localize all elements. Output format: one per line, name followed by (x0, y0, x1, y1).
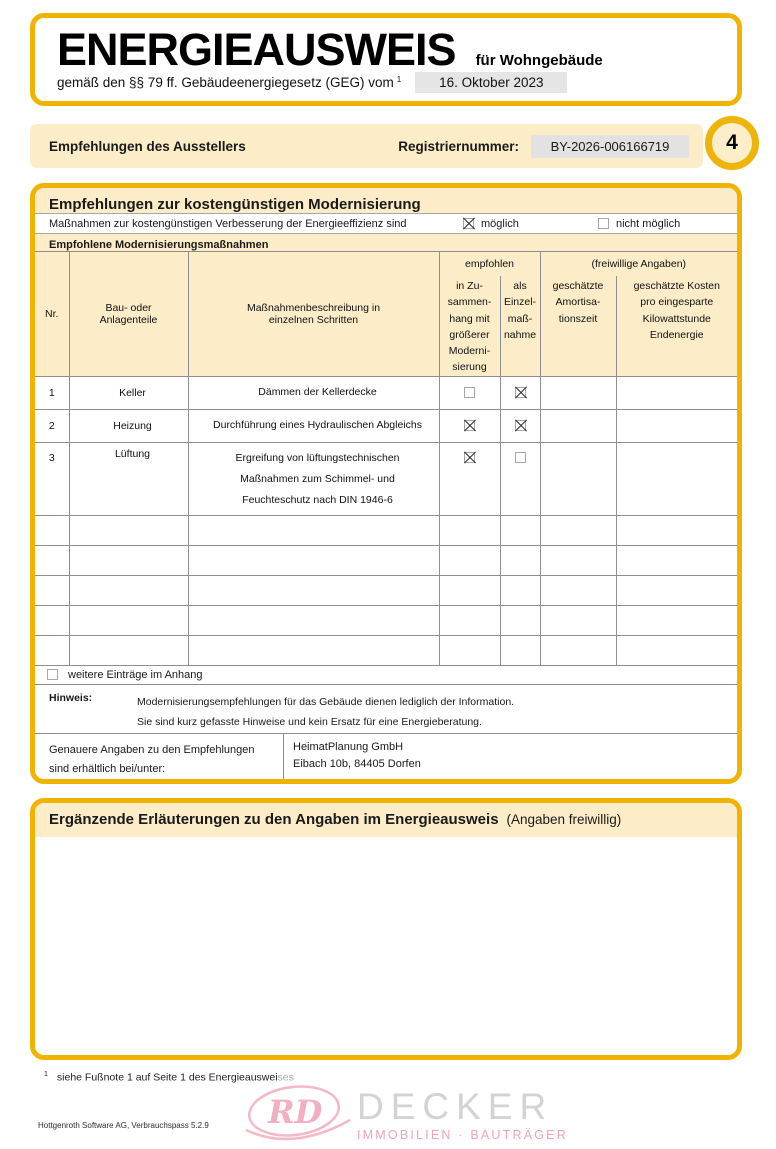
row2-amortisation-cell (539, 408, 617, 443)
col-header-nr: Nr. (35, 251, 70, 377)
row2-cost-cell (615, 408, 737, 443)
table-empty-row (35, 514, 737, 546)
row3-single-measure-checkbox-icon (514, 452, 526, 464)
notes-title-suffix: (Angaben freiwillig) (506, 812, 622, 827)
option-not-possible: nicht möglich (598, 218, 680, 230)
more-entries-row: weitere Einträge im Anhang (35, 665, 737, 684)
document-subtitle: für Wohngebäude (475, 52, 603, 69)
measures-subheader: Empfohlene Modernisierungsmaßnahmen (35, 232, 737, 252)
details-source-value: HeimatPlanung GmbH Eibach 10b, 84405 Dor… (283, 733, 737, 779)
col-header-with-modernisation: in Zu- sammen- hang mit größerer Moderni… (439, 275, 501, 377)
not-possible-label: nicht möglich (616, 217, 681, 230)
registry-number-label: Registriernummer: (398, 138, 519, 154)
row3-description: Ergreifung von lüftungstechnischen Maßna… (187, 441, 440, 516)
more-entries-label: weitere Einträge im Anhang (68, 668, 203, 681)
row1-cost-cell (615, 375, 737, 410)
footnote-ref-marker: 1 (396, 75, 402, 84)
page-footnote: 1 siehe Fußnote 1 auf Seite 1 des Energie… (44, 1071, 294, 1084)
details-source-label: Genauere Angaben zu den Empfehlungen sin… (35, 734, 283, 780)
row1-nr: 1 (35, 375, 70, 410)
hint-line-2: Sie sind kurz gefasste Hinweise und kein… (137, 716, 482, 729)
page-footnote-text-faded: ses (277, 1071, 294, 1084)
row3-cost-cell (615, 441, 737, 516)
table-empty-row (35, 634, 737, 666)
option-possible: möglich (463, 218, 519, 230)
recommendations-box: Empfehlungen zur kostengünstigen Moderni… (30, 183, 742, 784)
possible-statement-row: Maßnahmen zur kostengünstigen Verbesseru… (35, 214, 737, 233)
row2-nr: 2 (35, 408, 70, 443)
table-empty-row (35, 544, 737, 576)
row1-single-measure-cell (499, 375, 541, 410)
col-header-single-measure: als Einzel- maß- nahme (499, 275, 541, 377)
row1-component: Keller (68, 375, 189, 410)
details-source-row: Genauere Angaben zu den Empfehlungen sin… (35, 732, 737, 780)
group-header-empfohlen: empfohlen (438, 251, 541, 276)
company-logo: RD DECKER IMMOBILIEN · BAUTRÄGER (243, 1080, 568, 1149)
software-credit: Hottgenroth Software AG, Verbrauchspass … (38, 1121, 209, 1130)
recommendations-title: Empfehlungen zur kostengünstigen Moderni… (35, 188, 737, 215)
geg-date-value: 16. Oktober 2023 (415, 72, 568, 93)
table-row-1: 1 Keller Dämmen der Kellerdecke (35, 375, 737, 410)
hint-line-1: Modernisierungsempfehlungen für das Gebä… (137, 695, 515, 708)
logo-tagline: IMMOBILIEN · BAUTRÄGER (357, 1127, 568, 1142)
issuer-company: HeimatPlanung GmbH (293, 740, 404, 753)
group-header-voluntary: (freiwillige Angaben) (539, 251, 737, 276)
possible-checkbox-icon (463, 218, 474, 230)
row2-description: Durchführung eines Hydraulischen Abgleic… (187, 408, 440, 443)
col-header-component: Bau- oder Anlagenteile (68, 251, 189, 377)
row1-amortisation-cell (539, 375, 617, 410)
col-header-description: Maßnahmenbeschreibung in einzelnen Schri… (187, 251, 440, 377)
section-label: Empfehlungen des Ausstellers (49, 138, 246, 154)
page-footnote-text: siehe Fußnote 1 auf Seite 1 des Energiea… (56, 1071, 278, 1084)
document-title: ENERGIEAUSWEIS (57, 24, 457, 75)
row1-with-modernisation-checkbox-icon (464, 387, 475, 399)
col-header-cost: geschätzte Kosten pro eingesparte Kilowa… (615, 275, 737, 377)
possible-label: möglich (481, 217, 519, 230)
row2-with-modernisation-checkbox-icon (464, 420, 475, 432)
row1-single-measure-checkbox-icon (514, 387, 526, 399)
row2-single-measure-cell (499, 408, 541, 443)
table-empty-row (35, 604, 737, 636)
not-possible-checkbox-icon (598, 218, 609, 230)
notes-title-text: Ergänzende Erläuterungen zu den Angaben … (49, 811, 499, 828)
page-footnote-marker: 1 (44, 1071, 48, 1078)
hint-row: Hinweis: Modernisierungsempfehlungen für… (35, 683, 737, 733)
row1-with-modernisation-cell (438, 375, 501, 410)
hint-label: Hinweis: (49, 691, 93, 704)
details-source-label-line-1: Genauere Angaben zu den Empfehlungen (49, 743, 255, 756)
hint-text: Modernisierungsempfehlungen für das Gebä… (111, 692, 514, 733)
row3-component: Lüftung (68, 441, 189, 516)
issuer-address: Eibach 10b, 84405 Dorfen (293, 758, 421, 771)
table-empty-row (35, 574, 737, 606)
rd-monogram-text: RD (267, 1093, 323, 1131)
law-reference-text: gemäß den §§ 79 ff. Gebäudeenergiegesetz… (57, 75, 394, 90)
row3-single-measure-cell (499, 441, 541, 516)
row3-amortisation-cell (539, 441, 617, 516)
measures-table: Nr. Bau- oder Anlagenteile Maßnahmenbesc… (35, 251, 737, 666)
document-header-frame: ENERGIEAUSWEIS für Wohngebäude gemäß den… (30, 13, 742, 106)
logo-company-name: DECKER (357, 1085, 554, 1127)
registry-number-value: BY-2026-006166719 (531, 134, 689, 158)
notes-box: Ergänzende Erläuterungen zu den Angaben … (30, 798, 742, 1060)
law-reference-line: gemäß den §§ 79 ff. Gebäudeenergiegesetz… (57, 72, 737, 93)
section-meta-bar: Empfehlungen des Ausstellers Registriern… (30, 124, 703, 168)
table-row-3: 3 Lüftung Ergreifung von lüftungstechnis… (35, 441, 737, 516)
row2-component: Heizung (68, 408, 189, 443)
rd-monogram-icon: RD (245, 1085, 351, 1141)
row3-with-modernisation-cell (438, 441, 501, 516)
details-source-label-line-2: sind erhältlich bei/unter: (49, 762, 166, 775)
more-entries-checkbox-icon (47, 669, 58, 681)
possible-statement-text: Maßnahmen zur kostengünstigen Verbesseru… (49, 217, 407, 230)
row2-single-measure-checkbox-icon (514, 420, 526, 432)
logo-text-block: DECKER IMMOBILIEN · BAUTRÄGER (357, 1088, 568, 1142)
row2-with-modernisation-cell (438, 408, 501, 443)
row1-description: Dämmen der Kellerdecke (187, 375, 440, 410)
table-row-2: 2 Heizung Durchführung eines Hydraulisch… (35, 408, 737, 443)
col-header-amortisation: geschätzte Amortisa- tionszeit (539, 275, 617, 377)
row3-with-modernisation-checkbox-icon (464, 452, 475, 464)
notes-box-title: Ergänzende Erläuterungen zu den Angaben … (35, 803, 737, 837)
page-number-badge: 4 (705, 116, 759, 170)
row3-nr: 3 (35, 441, 70, 516)
